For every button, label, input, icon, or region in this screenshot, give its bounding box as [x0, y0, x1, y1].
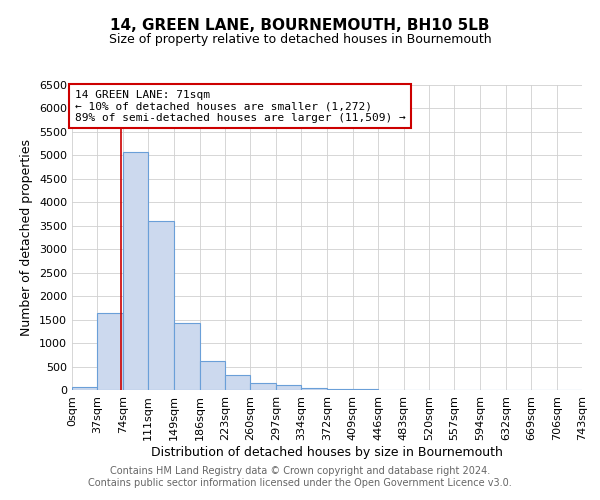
- Bar: [328, 388, 353, 390]
- Text: Size of property relative to detached houses in Bournemouth: Size of property relative to detached ho…: [109, 32, 491, 46]
- Bar: [72, 386, 97, 390]
- Text: Contains HM Land Registry data © Crown copyright and database right 2024.
Contai: Contains HM Land Registry data © Crown c…: [88, 466, 512, 487]
- Text: 14, GREEN LANE, BOURNEMOUTH, BH10 5LB: 14, GREEN LANE, BOURNEMOUTH, BH10 5LB: [110, 18, 490, 32]
- X-axis label: Distribution of detached houses by size in Bournemouth: Distribution of detached houses by size …: [151, 446, 503, 458]
- Bar: [97, 312, 123, 390]
- Bar: [148, 221, 173, 390]
- Bar: [174, 323, 200, 390]
- Bar: [225, 376, 250, 390]
- Text: 14 GREEN LANE: 71sqm
← 10% of detached houses are smaller (1,272)
89% of semi-de: 14 GREEN LANE: 71sqm ← 10% of detached h…: [74, 90, 406, 123]
- Bar: [250, 382, 276, 390]
- Bar: [200, 362, 225, 390]
- Y-axis label: Number of detached properties: Number of detached properties: [20, 139, 34, 336]
- Bar: [123, 152, 148, 390]
- Bar: [276, 386, 301, 390]
- Bar: [301, 388, 326, 390]
